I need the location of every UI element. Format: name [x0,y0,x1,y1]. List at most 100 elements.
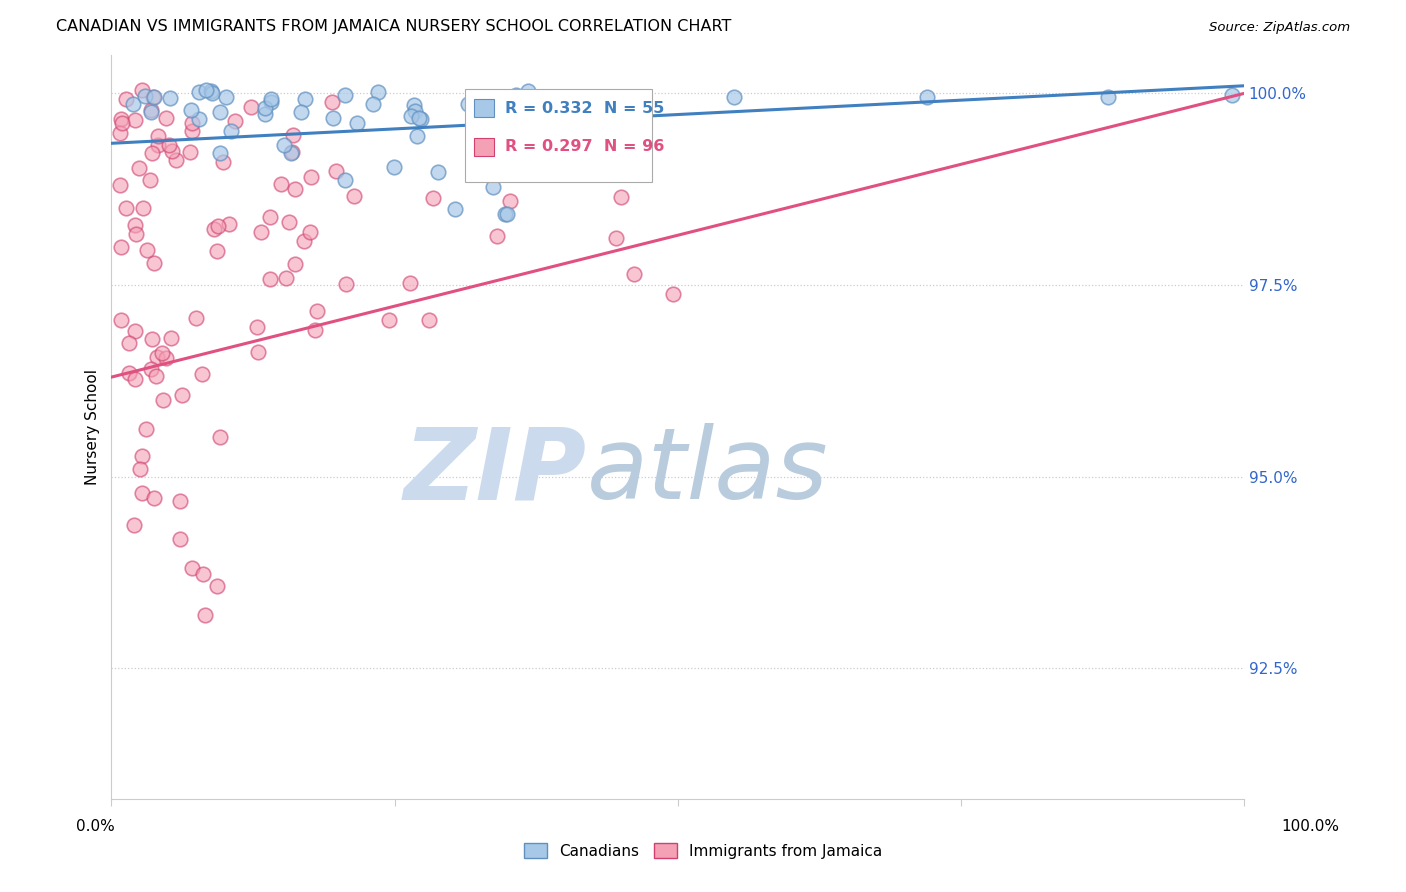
Point [468,110,491,124]
Point [427,165,450,179]
Point [280,145,302,160]
Point [118,335,141,350]
Point [219,124,242,138]
Point [155,112,177,126]
Point [399,109,422,123]
Point [146,128,169,143]
Point [152,392,174,407]
Point [157,138,180,153]
Point [187,112,209,127]
Point [325,164,347,178]
FancyBboxPatch shape [474,138,494,155]
Point [131,83,153,97]
Point [457,97,479,112]
Point [108,178,131,192]
Point [240,100,263,114]
Point [224,114,246,128]
Point [124,112,146,127]
Point [143,256,166,270]
Point [160,331,183,345]
Point [169,533,191,547]
Point [1097,90,1119,104]
Point [361,96,384,111]
Point [605,230,627,244]
Point [124,324,146,338]
Point [246,319,269,334]
Point [208,430,231,444]
Point [129,462,152,476]
Point [253,102,276,116]
Text: R = 0.332  N = 55: R = 0.332 N = 55 [506,101,665,116]
Point [208,104,231,119]
Point [278,215,301,229]
Point [191,567,214,582]
Point [181,124,204,138]
Point [333,87,356,102]
Point [211,154,233,169]
Text: atlas: atlas [588,423,828,520]
FancyBboxPatch shape [465,88,651,182]
Point [115,201,138,215]
Text: 100.0%: 100.0% [1281,820,1340,834]
Point [141,361,163,376]
Y-axis label: Nursery School: Nursery School [86,369,100,485]
Point [170,388,193,402]
Point [307,304,329,318]
Point [110,240,132,254]
Point [131,449,153,463]
Text: 0.0%: 0.0% [76,820,115,834]
Point [143,89,166,103]
Point [259,272,281,286]
Point [132,202,155,216]
Point [160,144,183,158]
Point [482,179,505,194]
Point [533,93,555,107]
Point [200,85,222,99]
Point [298,225,321,239]
Point [485,228,508,243]
Point [209,146,232,161]
Point [496,120,519,135]
Point [194,608,217,623]
Point [404,98,426,112]
Point [202,222,225,236]
Legend: Canadians, Immigrants from Jamaica: Canadians, Immigrants from Jamaica [517,837,889,864]
Point [404,103,426,118]
Point [124,372,146,386]
Point [124,227,146,241]
Point [141,146,163,161]
Point [145,369,167,384]
Text: ZIP: ZIP [404,423,588,520]
Point [494,103,516,117]
Point [110,312,132,326]
Point [422,191,444,205]
Point [505,88,527,103]
Point [290,105,312,120]
Point [623,268,645,282]
Point [186,310,208,325]
Text: Source: ZipAtlas.com: Source: ZipAtlas.com [1209,21,1350,34]
Point [281,128,304,142]
Point [169,494,191,508]
Point [131,486,153,500]
Point [575,100,598,114]
Point [444,202,467,216]
Point [494,207,516,221]
Point [250,225,273,239]
Point [111,116,134,130]
Point [1222,88,1244,103]
Point [409,112,432,126]
Point [378,313,401,327]
Point [128,161,150,175]
Point [247,344,270,359]
Point [398,276,420,290]
Point [304,323,326,337]
Point [146,137,169,152]
Point [159,91,181,105]
Point [294,92,316,106]
Point [517,84,540,98]
Point [583,108,606,122]
Point [110,126,132,140]
FancyBboxPatch shape [474,99,494,117]
Point [260,95,283,109]
